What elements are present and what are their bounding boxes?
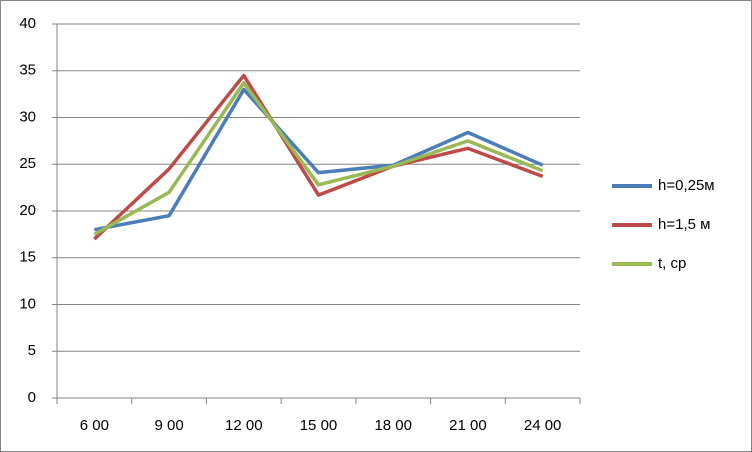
series-line [94, 87, 544, 232]
y-tick-label: 30 [19, 108, 36, 125]
x-tick-label: 15 00 [300, 417, 338, 434]
y-tick-label: 0 [28, 389, 36, 406]
legend-label: h=1,5 м [658, 216, 710, 233]
y-tick-label: 40 [19, 15, 36, 32]
x-tick-label: 9 00 [154, 417, 183, 434]
y-tick-label: 25 [19, 155, 36, 172]
y-tick-label: 15 [19, 249, 36, 266]
x-tick-label: 6 00 [80, 417, 109, 434]
y-tick-label: 35 [19, 62, 36, 79]
x-tick-label: 24 00 [524, 417, 562, 434]
series-line [93, 73, 544, 241]
x-tick-label: 12 00 [225, 417, 263, 434]
series-line [93, 81, 544, 236]
x-tick-label: 18 00 [374, 417, 412, 434]
y-tick-label: 5 [28, 342, 36, 359]
x-tick-label: 21 00 [449, 417, 487, 434]
y-tick-label: 20 [19, 202, 36, 219]
legend-label: t, ср [658, 255, 686, 272]
y-tick-label: 10 [19, 295, 36, 312]
legend-label: h=0,25м [658, 177, 715, 194]
